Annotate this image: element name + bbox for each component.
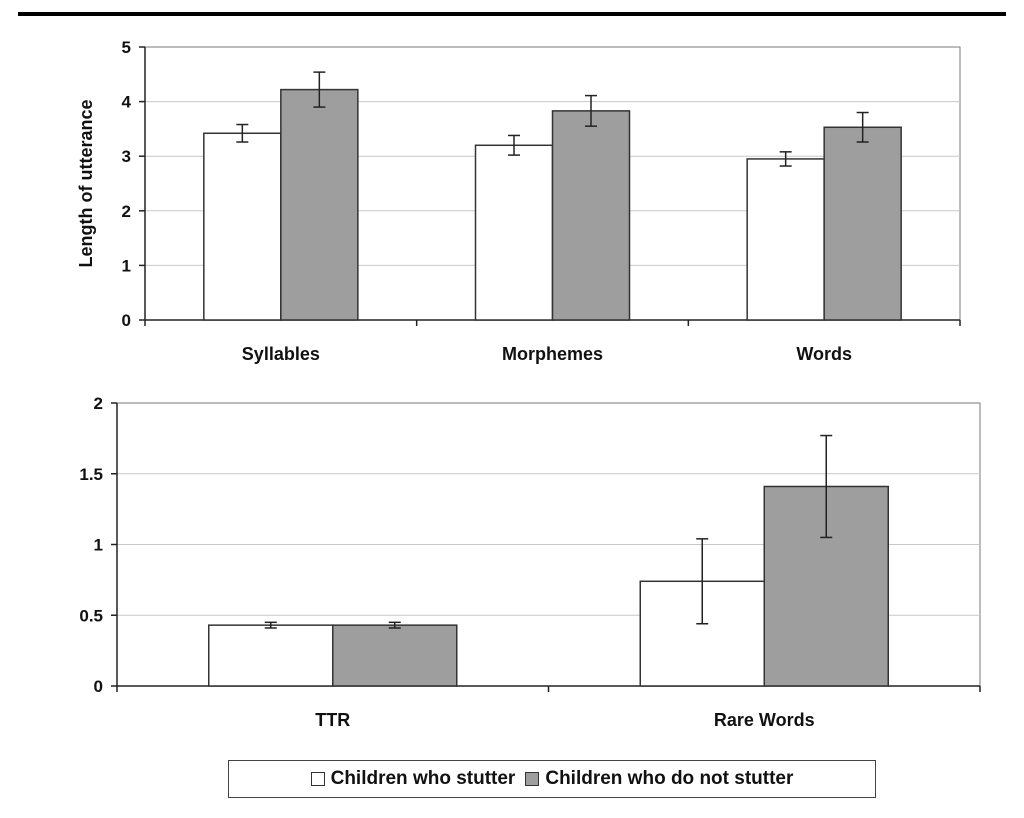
chart-1: 0 1 2 3 4 5 Syllables Morphemes Words Length of u…	[76, 38, 961, 364]
y-tick-label: 4	[122, 93, 132, 112]
bar	[551, 110, 631, 321]
y-tick-label: 3	[122, 147, 131, 166]
legend-item-stutter: Children who stutter	[310, 768, 516, 790]
x-tick-label: Rare Words	[714, 710, 815, 730]
legend-label-stutter: Children who stutter	[330, 768, 516, 789]
y-tick-label: 1.5	[79, 465, 103, 484]
y-tick-label: 2	[94, 394, 103, 413]
chart-2: 0 0.5 1 1.5 2 TTR Rare Words	[79, 394, 981, 730]
y-tick-label: 1	[94, 536, 103, 555]
y-tick-label: 1	[122, 256, 131, 275]
bar	[823, 126, 902, 321]
y-tick-label: 0	[94, 677, 103, 696]
x-tick-label: Syllables	[242, 344, 320, 364]
legend: Children who stutter Children who do not…	[228, 760, 876, 798]
legend-swatch-no-stutter	[525, 772, 540, 786]
legend-label-no-stutter: Children who do not stutter	[545, 768, 794, 789]
legend-item-no-stutter: Children who do not stutter	[525, 768, 793, 790]
top-rule	[18, 12, 1006, 16]
bar	[203, 132, 282, 321]
bar	[208, 624, 334, 687]
y-axis-label: Length of utterance	[76, 99, 96, 267]
x-tick-label: Words	[796, 344, 852, 364]
y-tick-label: 0	[122, 311, 131, 330]
x-tick-label: Morphemes	[502, 344, 603, 364]
bar	[474, 144, 554, 321]
bar	[746, 158, 825, 321]
bar	[280, 88, 359, 321]
x-tick-label: TTR	[315, 710, 350, 730]
bar	[332, 624, 458, 687]
y-tick-label: 5	[122, 38, 131, 57]
y-tick-label: 2	[122, 202, 131, 221]
legend-swatch-stutter	[310, 772, 325, 786]
y-tick-label: 0.5	[79, 606, 103, 625]
